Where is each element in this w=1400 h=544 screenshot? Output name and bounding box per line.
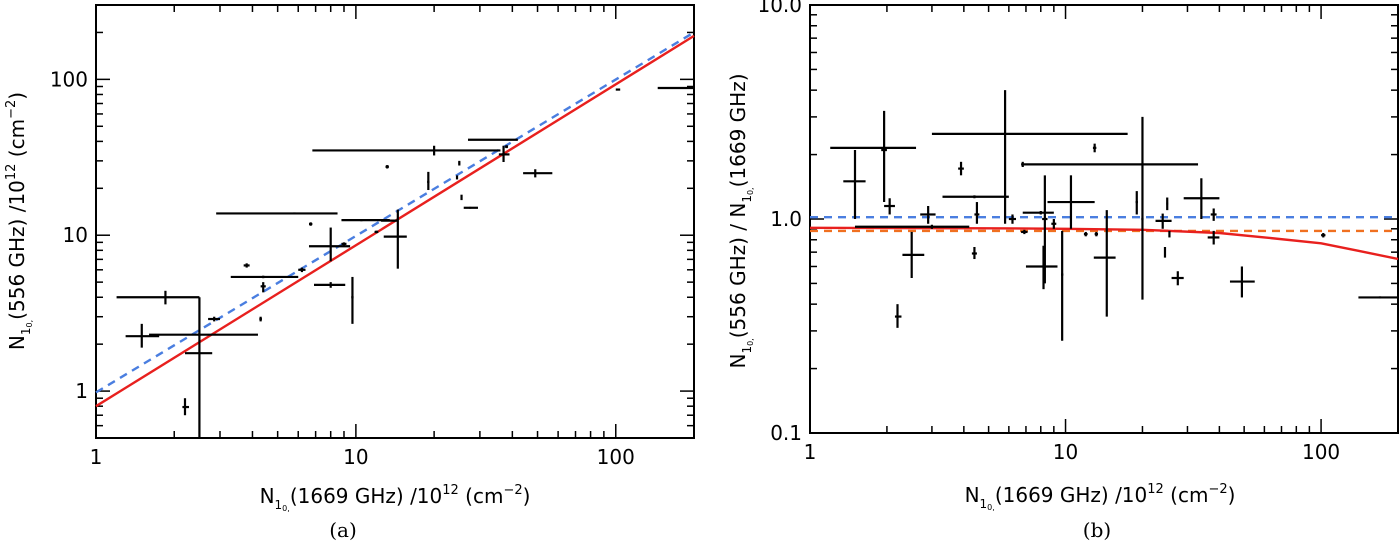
panel-a-y-tick-label: 10 xyxy=(63,223,88,247)
panel-a-y-axis-label: N10,(556 GHz) /1012 (cm−2) xyxy=(4,92,34,350)
panel-b-data-point xyxy=(1083,231,1088,237)
panel-a-data-point xyxy=(498,145,510,162)
panel-b-data-point xyxy=(1042,175,1048,284)
panel-b-data-point xyxy=(1321,233,1326,238)
panel-a-data-point xyxy=(184,297,213,438)
panel-a-data-point xyxy=(125,323,160,348)
panel-b-ratio-red-curve xyxy=(809,226,1399,261)
panel-b-data-point xyxy=(881,110,887,203)
panel-b-data-point xyxy=(1025,245,1058,290)
panel-a: 1 10 100 1 10 100 N10,(1669 GHz) /1012 (cm−2)… xyxy=(4,4,695,542)
panel-a-x-tick-label: 10 xyxy=(343,445,368,469)
panel-a-data-point xyxy=(427,171,430,191)
panel-b-data-point xyxy=(1051,219,1057,229)
panel-a-data-point xyxy=(467,138,518,141)
panel-b-data-point xyxy=(1141,116,1144,300)
panel-a-frame xyxy=(95,4,695,439)
panel-a-data-point xyxy=(149,333,258,337)
panel-b-y-axis-label: N10,(556 GHz) / N10,(1669 GHz) xyxy=(726,73,755,368)
panel-b-data-point xyxy=(942,195,1009,199)
panel-a-data-point xyxy=(260,282,266,293)
panel-a-data-point xyxy=(259,316,262,322)
panel-b-x-tick-label: 1 xyxy=(804,440,817,464)
panel-b-data-point xyxy=(1166,197,1169,211)
panel-a-data-point xyxy=(460,194,463,201)
panel-a-data-point xyxy=(385,165,389,169)
panel-b-data-point xyxy=(1093,210,1116,317)
panel-b-data-point xyxy=(843,150,866,219)
panel-b-frame xyxy=(809,4,1399,434)
panel-a-data-point xyxy=(243,263,250,268)
panel-a-data-point xyxy=(298,267,306,273)
panel-a-x-axis-label: N10,(1669 GHz) /1012 (cm−2) xyxy=(260,483,531,513)
panel-a-data-point xyxy=(523,169,553,178)
panel-a-data-point xyxy=(341,242,347,246)
panel-a-data-point xyxy=(505,145,509,149)
panel-b-x-tick-label: 10 xyxy=(1053,440,1078,464)
panel-a-x-tick-label: 100 xyxy=(597,445,635,469)
panel-b-data-point xyxy=(974,202,980,224)
panel-b-data-point xyxy=(1229,266,1255,298)
panel-b-caption: (b) xyxy=(1083,518,1111,542)
panel-b-data-point xyxy=(931,90,1128,224)
panel-b-data-point xyxy=(1163,246,1167,258)
panel-b-data-point xyxy=(854,224,970,229)
panel-b-data-point xyxy=(1171,271,1184,286)
panel-b-data-point xyxy=(1210,208,1217,221)
panel-b-data-point xyxy=(884,198,895,215)
panel-b-x-tick-label: 100 xyxy=(1302,440,1340,464)
panel-a-data-point xyxy=(383,209,407,269)
panel-a-y-tick-label: 100 xyxy=(50,67,88,91)
panel-b-data-point xyxy=(1168,230,1171,238)
panel-a-x-tick-label: 1 xyxy=(90,445,103,469)
panel-a-data-point xyxy=(116,290,200,305)
panel-b-data-point xyxy=(1021,229,1028,235)
panel-b: 1 10 100 0.1 1.0 10.0 N10,(1669 GHz) /1012 (c… xyxy=(726,0,1399,542)
panel-b-y-tick-label: 1.0 xyxy=(770,207,802,231)
panel-b-data-point xyxy=(958,161,964,176)
panel-b-data-point xyxy=(1135,191,1138,215)
panel-a-data-point xyxy=(182,398,190,416)
panel-a-data-point xyxy=(455,175,459,180)
panel-b-data-point xyxy=(1047,175,1095,229)
panel-a-data-point xyxy=(230,275,299,279)
panel-a-fit-blue-dashed xyxy=(95,31,695,394)
panel-b-data-point xyxy=(1021,161,1199,167)
panel-b-data-point xyxy=(1207,230,1220,245)
panel-a-data-point xyxy=(458,160,461,166)
panel-a-data-point xyxy=(314,282,346,288)
panel-b-y-tick-label: 0.1 xyxy=(770,421,802,445)
panel-b-data-point xyxy=(1022,210,1054,215)
panel-a-data-point xyxy=(308,222,313,226)
panel-a-caption: (a) xyxy=(329,518,357,542)
panel-a-data-point xyxy=(351,276,354,324)
panel-a-data-point xyxy=(208,316,220,322)
panel-b-data-point xyxy=(894,304,902,328)
panel-b-data-point xyxy=(1358,296,1398,299)
panel-a-y-tick-label: 1 xyxy=(75,379,88,403)
panel-b-data-point xyxy=(1155,213,1172,229)
panel-b-data-point xyxy=(1092,143,1097,153)
panel-a-data-point xyxy=(374,230,379,234)
panel-a-data-point xyxy=(312,145,501,156)
panel-b-data-point xyxy=(1008,214,1017,224)
panel-b-y-tick-label: 10.0 xyxy=(757,0,802,17)
panel-b-data-point xyxy=(830,146,917,149)
panel-b-data-point xyxy=(1094,231,1099,237)
panel-a-data-point xyxy=(463,206,478,209)
panel-b-data-point xyxy=(902,231,925,279)
panel-b-x-axis-label: N10,(1669 GHz) /1012 (cm−2) xyxy=(965,482,1236,512)
panel-b-data-point xyxy=(1183,178,1220,219)
panel-a-data-point xyxy=(216,212,338,215)
panel-b-data-point xyxy=(1061,230,1064,341)
panel-b-data-point xyxy=(971,246,977,260)
panel-a-data-point xyxy=(308,227,351,262)
panel-b-data-point xyxy=(920,206,936,224)
panel-a-data-point xyxy=(381,219,398,222)
